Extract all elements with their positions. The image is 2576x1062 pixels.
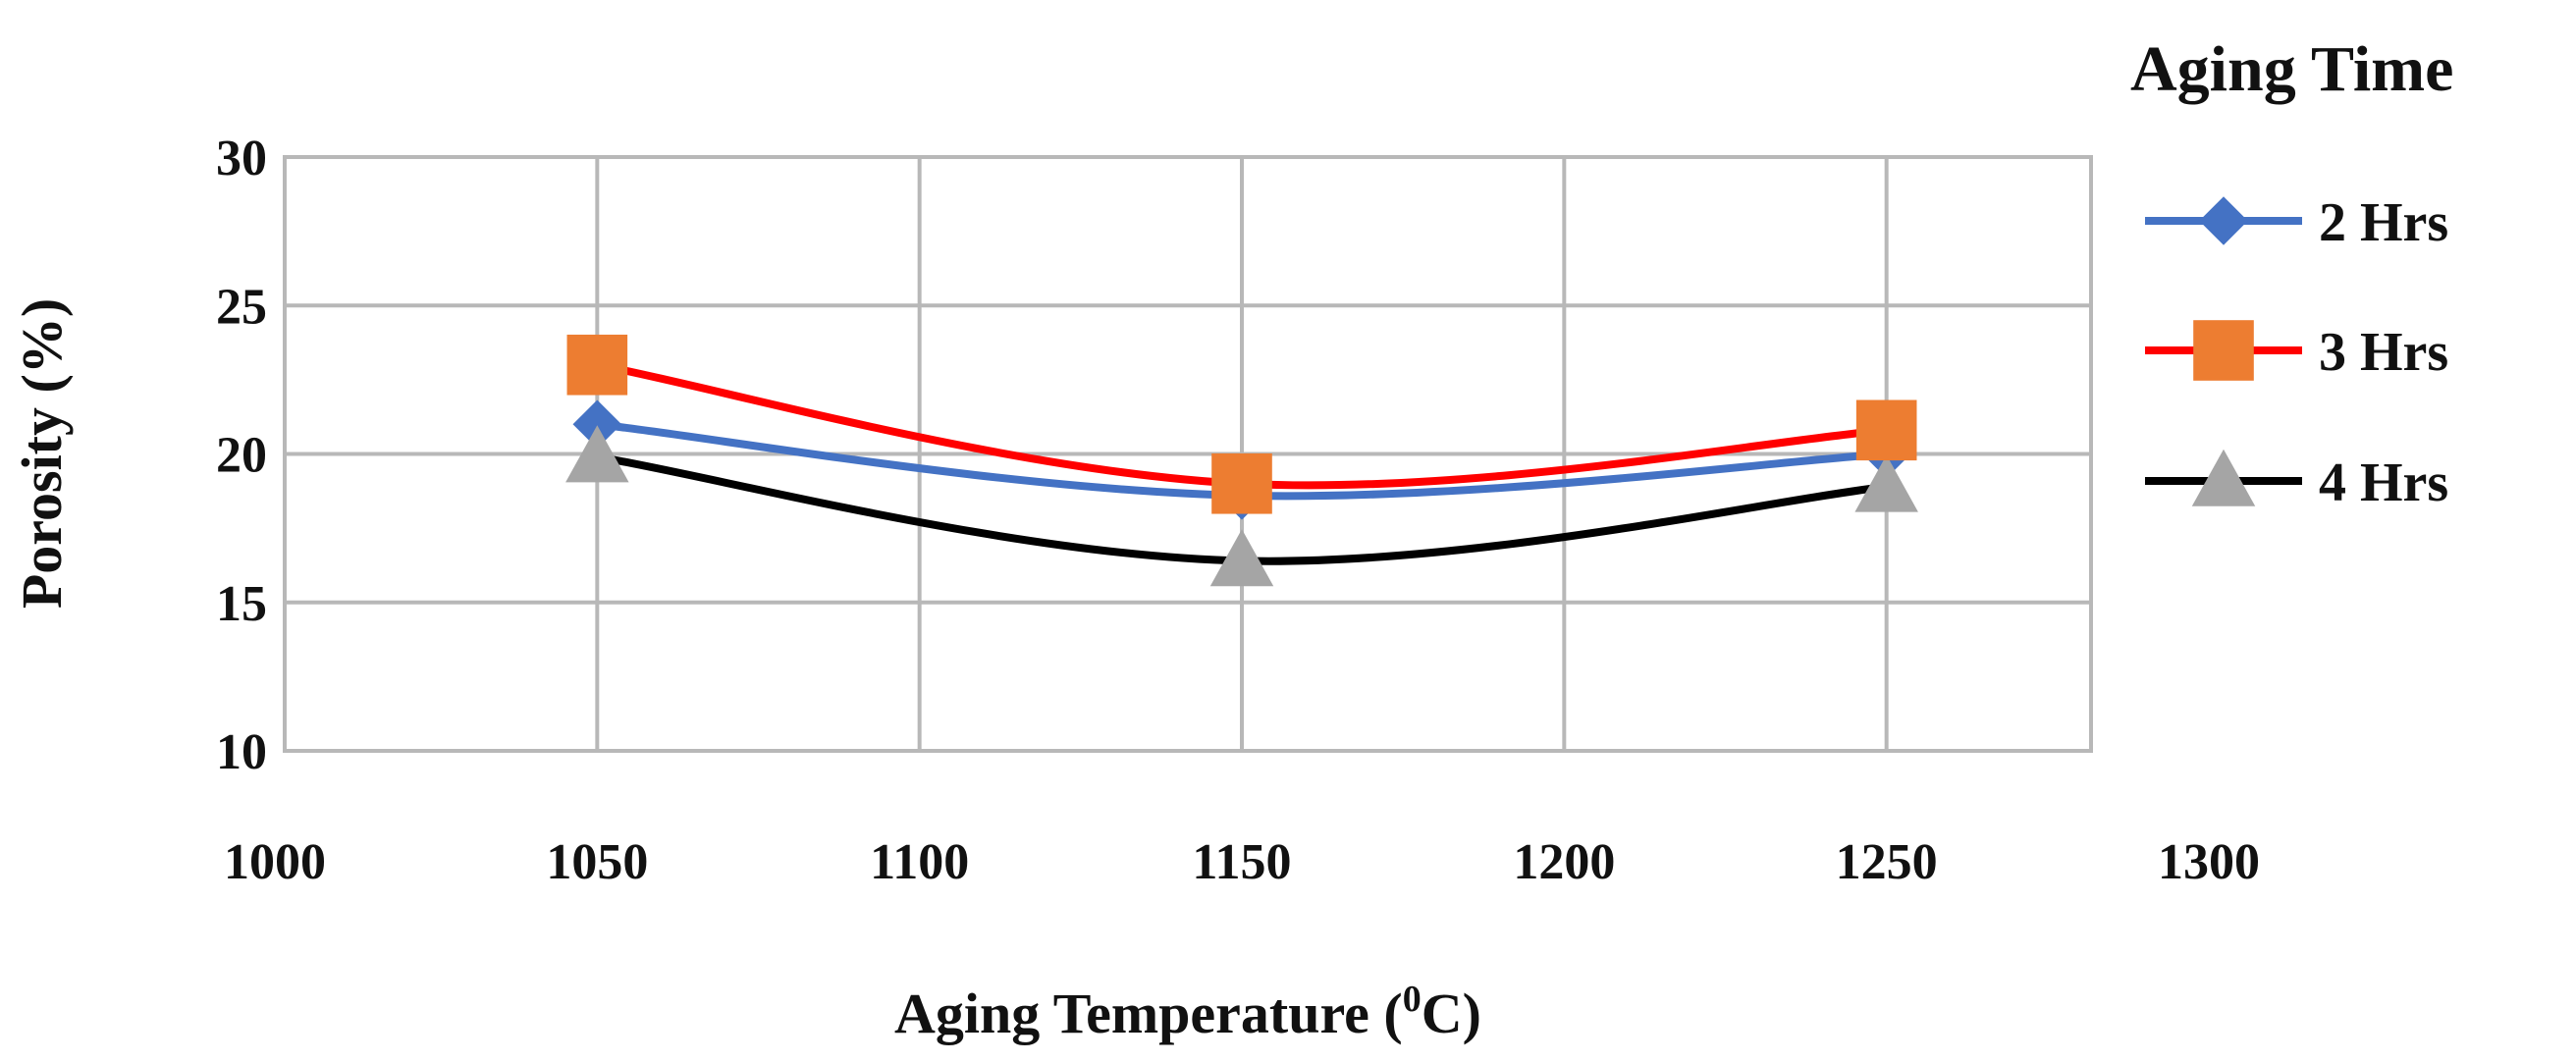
data-point-3-hrs-1050 xyxy=(566,334,628,396)
x-tick-label-1250: 1250 xyxy=(1836,834,1938,890)
x-tick-label-1000: 1000 xyxy=(224,834,326,890)
x-tick-label-1150: 1150 xyxy=(1192,834,1291,890)
y-tick-label-25: 25 xyxy=(216,279,267,335)
data-point-4-hrs-1050 xyxy=(565,425,629,483)
data-point-3-hrs-1250 xyxy=(1855,399,1917,461)
y-tick-label-15: 15 xyxy=(216,576,267,632)
y-tick-label-20: 20 xyxy=(216,428,267,484)
legend-item-2-hrs: 2 Hrs xyxy=(2145,192,2448,253)
legend: 2 Hrs 3 Hrs 4 Hrs xyxy=(2145,192,2448,513)
x-tick-label-1100: 1100 xyxy=(870,834,969,890)
x-tick-label-1050: 1050 xyxy=(546,834,648,890)
legend-title: Aging Time xyxy=(2130,33,2453,105)
x-axis-title-superscript: 0 xyxy=(1403,979,1422,1020)
data-point-3-hrs-1150 xyxy=(1211,452,1272,514)
x-tick-label-1300: 1300 xyxy=(2158,834,2260,890)
legend-item-4-hrs: 4 Hrs xyxy=(2145,449,2448,513)
legend-marker-2-hrs xyxy=(2199,196,2248,245)
data-point-2-hrs-1050 xyxy=(572,399,622,450)
data-point-4-hrs-1250 xyxy=(1854,454,1918,512)
series-markers xyxy=(565,334,1918,587)
y-axis-ticks: 10 15 20 25 30 xyxy=(216,131,267,780)
x-axis-ticks: 1000 1050 1100 1150 1200 1250 1300 xyxy=(224,834,2260,890)
y-tick-label-10: 10 xyxy=(216,724,267,780)
legend-label-3-hrs: 3 Hrs xyxy=(2319,322,2448,383)
x-tick-label-1200: 1200 xyxy=(1513,834,1615,890)
legend-label-4-hrs: 4 Hrs xyxy=(2319,452,2448,513)
legend-item-3-hrs: 3 Hrs xyxy=(2145,320,2448,383)
legend-marker-3-hrs xyxy=(2193,320,2254,381)
data-point-4-hrs-1150 xyxy=(1209,529,1274,587)
x-axis-title: Aging Temperature (0C) xyxy=(894,979,1481,1045)
y-axis-title: Porosity (%) xyxy=(10,298,74,609)
plot-area-border xyxy=(283,155,2093,753)
grid xyxy=(285,155,2091,753)
x-axis-title-unit: C) xyxy=(1422,982,1481,1045)
x-axis-title-main: Aging Temperature ( xyxy=(894,982,1403,1045)
legend-marker-4-hrs xyxy=(2191,449,2256,506)
y-tick-label-30: 30 xyxy=(216,131,267,186)
legend-label-2-hrs: 2 Hrs xyxy=(2319,192,2448,253)
